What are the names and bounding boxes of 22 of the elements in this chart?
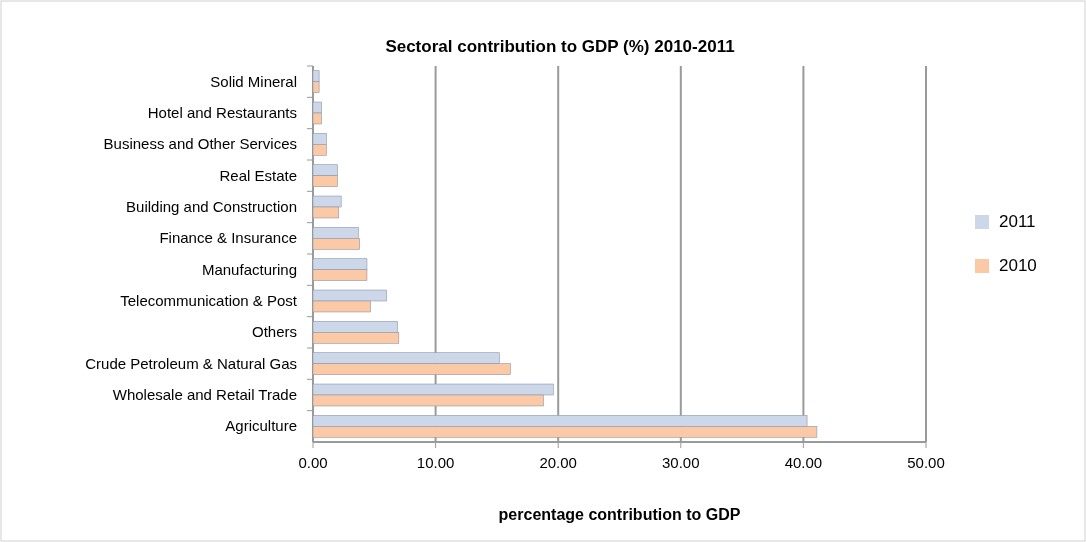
y-tick-label: Telecommunication & Post xyxy=(120,292,298,309)
y-tick-label: Hotel and Restaurants xyxy=(147,104,297,121)
x-tick-label: 40.00 xyxy=(784,454,823,471)
x-tick-label: 0.00 xyxy=(298,454,328,471)
y-tick-label: Finance & Insurance xyxy=(159,229,297,247)
x-tick-label: 50.00 xyxy=(907,454,945,471)
x-axis-title: percentage contribution to GDP xyxy=(498,506,741,523)
x-tick-label: 10.00 xyxy=(416,454,455,471)
x-tick-label: 30.00 xyxy=(662,454,700,471)
x-tick-label: 20.00 xyxy=(539,454,577,471)
chart-title: Sectoral contribution to GDP (%) 2010-2011 xyxy=(385,37,735,56)
y-tick-label: Real Estate xyxy=(219,166,297,184)
y-tick-label: Manufacturing xyxy=(201,260,297,278)
y-tick-label: Others xyxy=(251,323,297,341)
y-tick-label: Business and Other Services xyxy=(103,135,297,153)
y-tick-label: Agriculture xyxy=(225,417,297,435)
y-tick-label: Crude Petroleum & Natural Gas xyxy=(85,354,297,372)
legend-label: 2011 xyxy=(999,212,1036,231)
y-tick-label: Wholesale and Retail Trade xyxy=(112,386,297,403)
y-tick-label: Solid Mineral xyxy=(210,72,297,90)
y-tick-label: Building and Construction xyxy=(126,198,297,215)
legend-label: 2010 xyxy=(999,256,1037,275)
